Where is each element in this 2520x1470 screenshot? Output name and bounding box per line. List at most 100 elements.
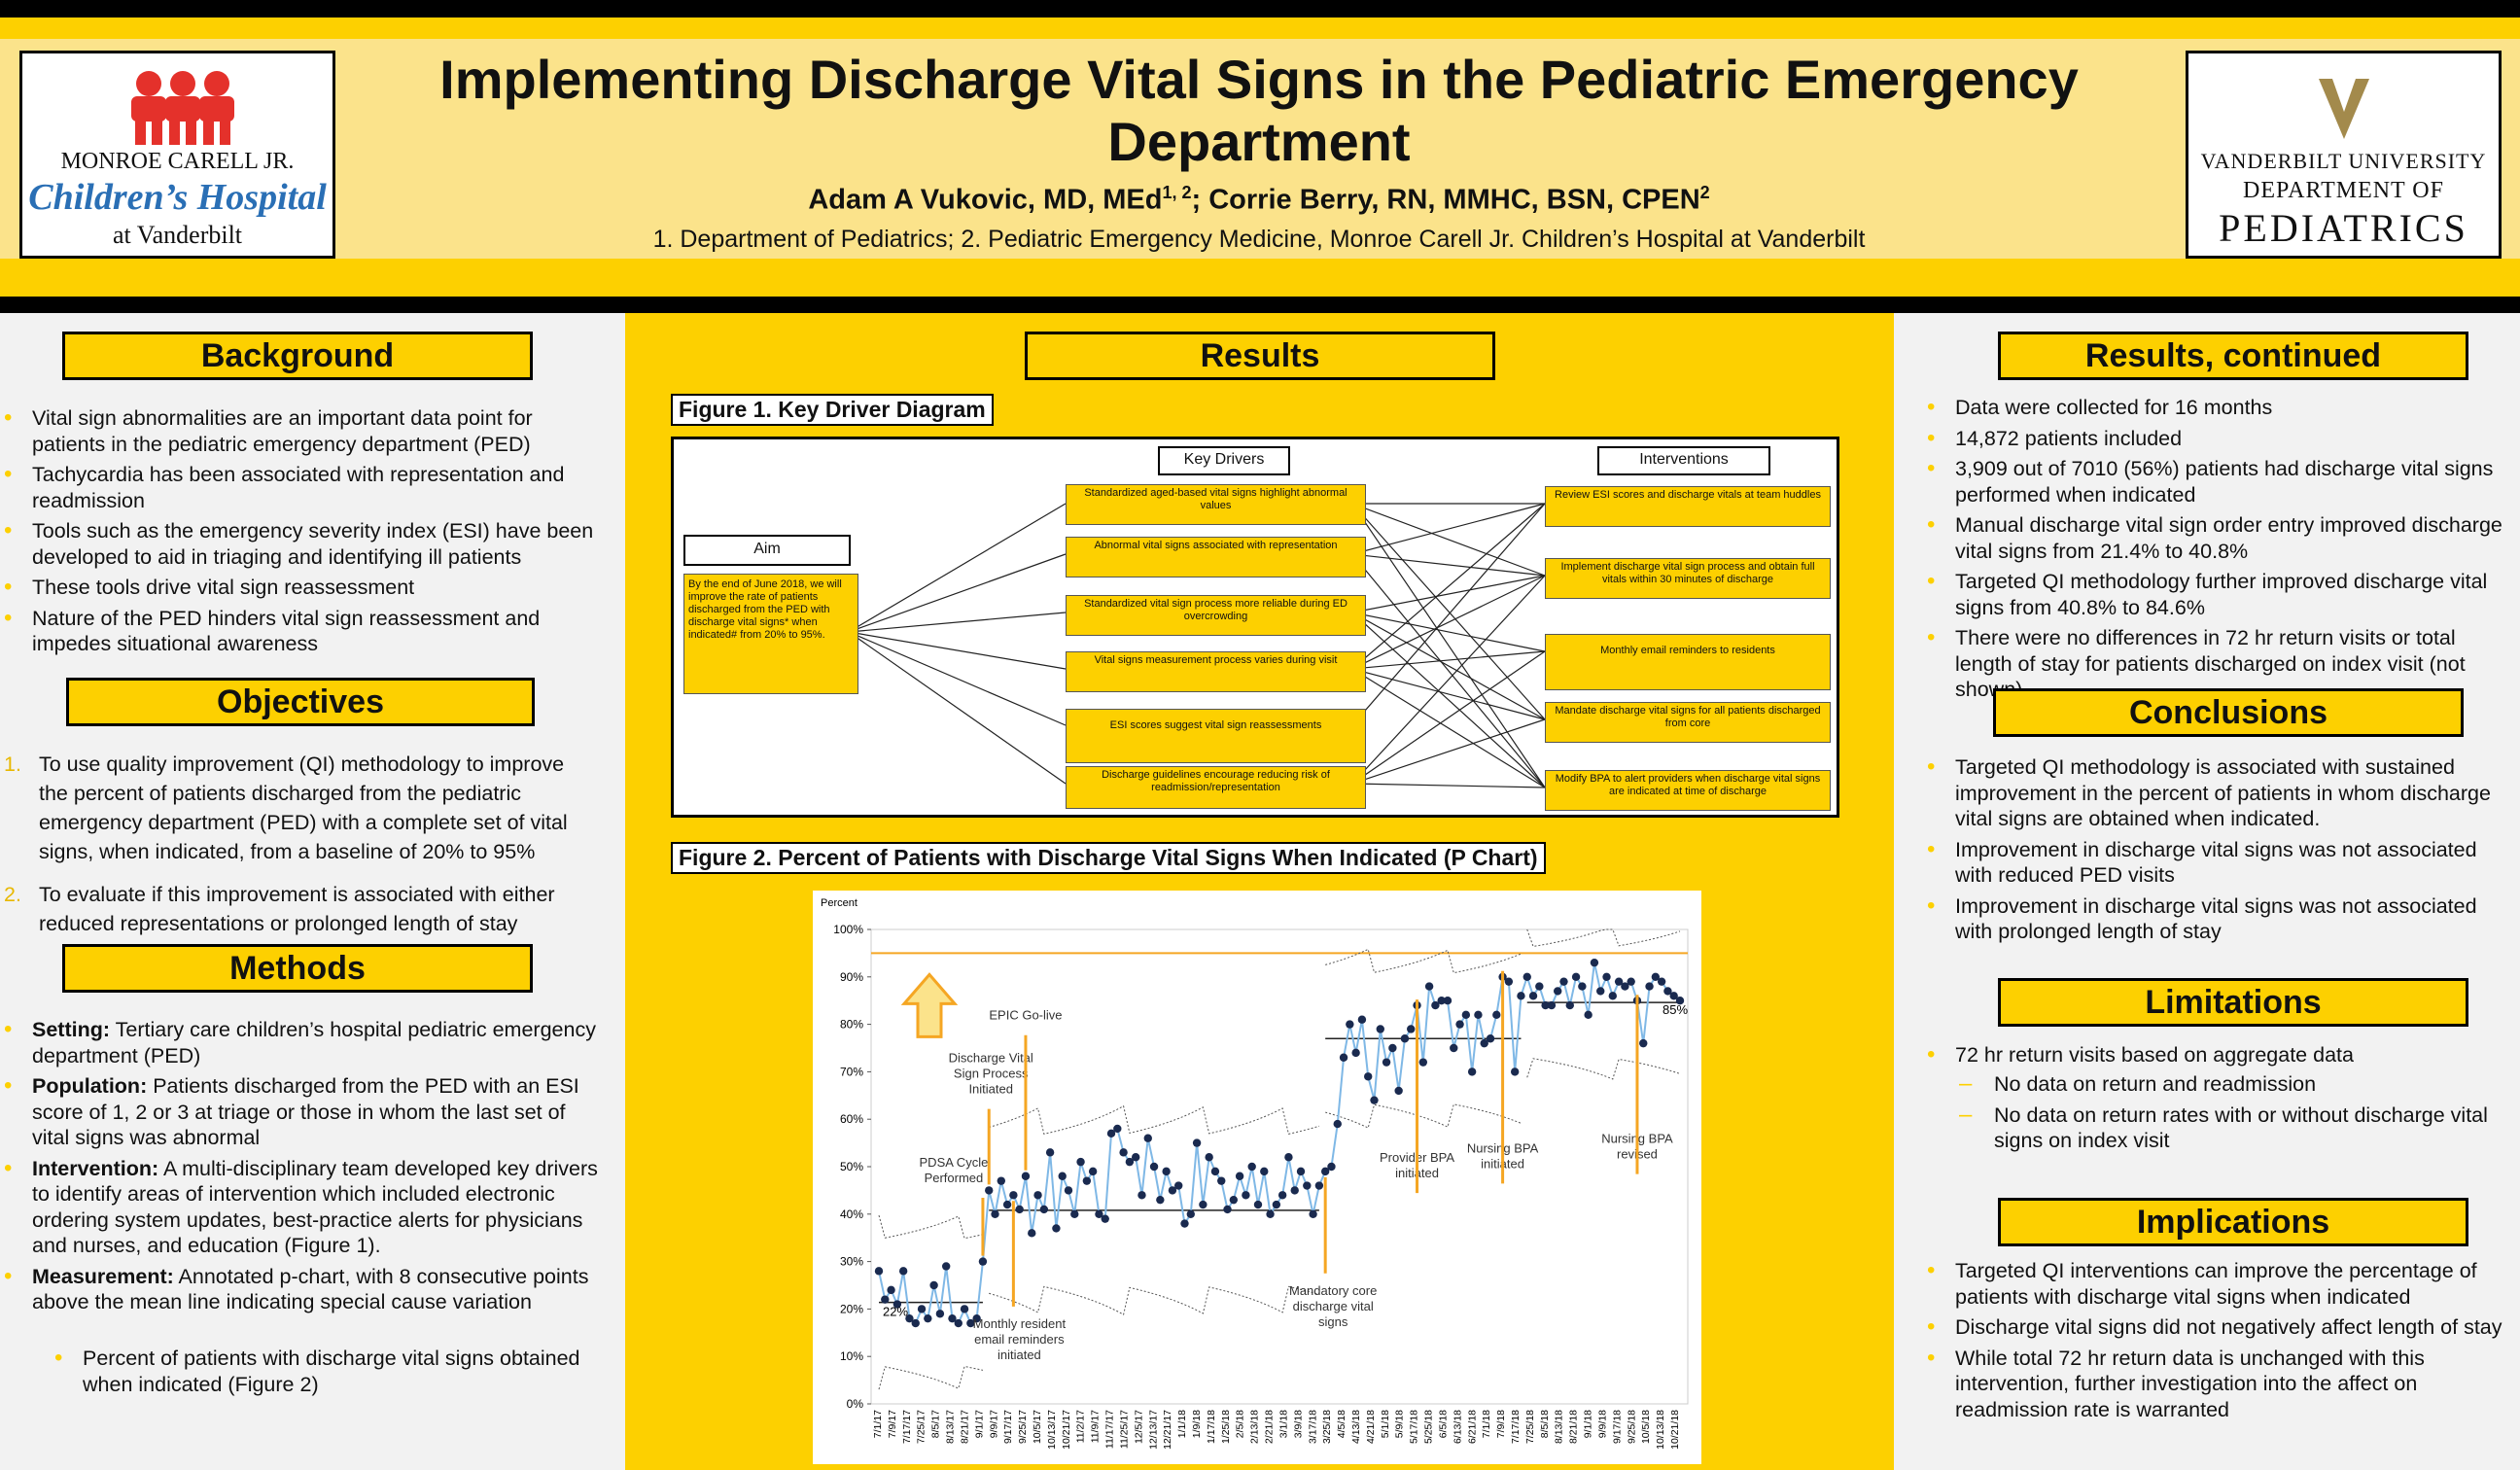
y-axis-label: Percent	[821, 897, 858, 909]
x-tick-label: 9/25/17	[1017, 1410, 1029, 1444]
y-tick-label: 40%	[840, 1208, 863, 1221]
data-point	[1119, 1148, 1128, 1157]
poster-title: Implementing Discharge Vital Signs in th…	[439, 49, 2079, 172]
data-point	[1535, 982, 1544, 991]
x-tick-label: 9/25/18	[1626, 1410, 1637, 1444]
data-point	[898, 1267, 908, 1276]
x-tick-label: 8/21/17	[959, 1410, 970, 1444]
list-item: Manual discharge vital sign order entry …	[1923, 512, 2510, 564]
data-point	[887, 1285, 895, 1295]
methods-sublist: Percent of patients with discharge vital…	[51, 1346, 605, 1402]
kdd-driver: Standardized vital sign process more rel…	[1066, 595, 1366, 636]
list-item: Targeted QI interventions can improve th…	[1923, 1258, 2510, 1310]
data-point	[948, 1313, 957, 1323]
x-tick-label: 4/13/18	[1350, 1410, 1362, 1444]
data-point	[1106, 1129, 1116, 1138]
data-point	[1199, 1200, 1208, 1209]
header-divider	[0, 297, 2520, 313]
data-point	[1504, 977, 1514, 986]
x-tick-label: 9/9/18	[1596, 1410, 1608, 1438]
data-point	[960, 1305, 969, 1313]
data-point	[1180, 1219, 1189, 1228]
data-point	[1657, 977, 1666, 986]
x-tick-label: 11/25/17	[1118, 1410, 1130, 1449]
x-tick-label: 7/9/18	[1495, 1410, 1507, 1438]
data-point	[1400, 1034, 1410, 1043]
data-point	[1064, 1186, 1073, 1195]
data-point	[1082, 1176, 1092, 1185]
data-point	[1584, 1010, 1592, 1020]
x-tick-label: 1/9/18	[1191, 1410, 1203, 1438]
y-tick-label: 10%	[840, 1349, 863, 1363]
list-item: 14,872 patients included	[1923, 426, 2510, 452]
limitations-heading: Limitations	[1998, 978, 2468, 1027]
list-item: Intervention: A multi-disciplinary team …	[0, 1156, 598, 1259]
kdd-aim-heading: Aim	[683, 535, 851, 566]
kdd-driver: Vital signs measurement process varies d…	[1066, 651, 1366, 692]
x-tick-label: 10/13/17	[1046, 1410, 1058, 1450]
data-point	[1070, 1209, 1079, 1218]
data-point	[997, 1176, 1006, 1185]
logo-left-line3: at Vanderbilt	[112, 221, 243, 249]
poster-affiliations: 1. Department of Pediatrics; 2. Pediatri…	[652, 226, 1866, 253]
x-tick-label: 10/5/17	[1032, 1410, 1043, 1444]
list-item: Improvement in discharge vital signs was…	[1923, 837, 2510, 889]
author-2-affiliation: 2	[1699, 183, 1710, 202]
x-tick-label: 9/9/17	[988, 1410, 999, 1438]
data-point	[1443, 997, 1452, 1005]
data-point	[1553, 987, 1562, 996]
vanderbilt-pediatrics-logo: VANDERBILT UNIVERSITY DEPARTMENT OF PEDI…	[2186, 51, 2502, 259]
data-point	[1467, 1068, 1477, 1076]
y-tick-label: 80%	[840, 1018, 863, 1032]
y-tick-label: 90%	[840, 970, 863, 984]
list-item: These tools drive vital sign reassessmen…	[0, 575, 598, 601]
x-tick-label: 3/1/18	[1278, 1410, 1289, 1438]
conclusions-list: Targeted QI methodology is associated wi…	[1923, 754, 2510, 950]
data-point	[966, 1318, 975, 1328]
data-point	[1480, 1038, 1488, 1048]
x-tick-label: 10/13/18	[1655, 1410, 1666, 1450]
lower-control-limit	[878, 1365, 984, 1390]
data-point	[935, 1310, 945, 1318]
objectives-heading: Objectives	[66, 678, 535, 726]
x-tick-label: 8/21/18	[1568, 1410, 1580, 1444]
x-tick-label: 5/17/18	[1409, 1410, 1420, 1444]
data-point	[1639, 1038, 1648, 1048]
kdd-intervention: Mandate discharge vital signs for all pa…	[1545, 702, 1831, 743]
logo-right-line3: PEDIATRICS	[2219, 206, 2468, 250]
conclusions-heading: Conclusions	[1993, 688, 2464, 737]
annotation-label: PDSA Cycle Performed	[920, 1155, 989, 1185]
data-point	[1450, 1043, 1458, 1053]
p-chart-container: Percent 0% 10% 20% 30% 40% 50% 60% 70% 80% 90% 100…	[813, 891, 1701, 1464]
kdd-drivers-heading: Key Drivers	[1158, 446, 1290, 475]
data-point	[1528, 992, 1538, 1000]
upper-control-limit	[989, 1104, 1320, 1135]
logo-right-line2: DEPARTMENT OF	[2243, 178, 2444, 203]
data-point	[1418, 1058, 1428, 1067]
data-point	[1009, 1191, 1018, 1200]
data-point	[1235, 1172, 1244, 1180]
results-continued-heading: Results, continued	[1998, 332, 2468, 380]
list-item: No data on return rates with or without …	[1955, 1102, 2510, 1154]
x-tick-label: 11/2/17	[1075, 1410, 1087, 1443]
data-point	[1651, 972, 1661, 981]
kdd-driver: ESI scores suggest vital sign reassessme…	[1066, 709, 1366, 763]
data-point	[1021, 1172, 1031, 1180]
objectives-list: 1. To use quality improvement (QI) method…	[0, 750, 598, 952]
method-text: A multi-disciplinary team developed key …	[32, 1156, 598, 1258]
x-tick-label: 7/25/18	[1524, 1410, 1536, 1444]
x-tick-label: 2/13/18	[1249, 1410, 1261, 1444]
results-heading: Results	[1025, 332, 1495, 380]
x-tick-label: 9/17/18	[1611, 1410, 1623, 1444]
data-point	[874, 1267, 884, 1276]
list-item: Population: Patients discharged from the…	[0, 1073, 598, 1151]
data-point	[1272, 1200, 1281, 1209]
y-tick-label: 100%	[833, 923, 863, 936]
annotation-label: Discharge Vital Sign Process Initiated	[949, 1051, 1033, 1097]
data-point	[924, 1313, 932, 1323]
data-point	[1455, 1020, 1464, 1029]
x-tick-label: 8/5/17	[930, 1410, 942, 1438]
data-point	[1510, 1068, 1520, 1076]
data-point	[1565, 1000, 1574, 1010]
data-point	[991, 1209, 999, 1218]
